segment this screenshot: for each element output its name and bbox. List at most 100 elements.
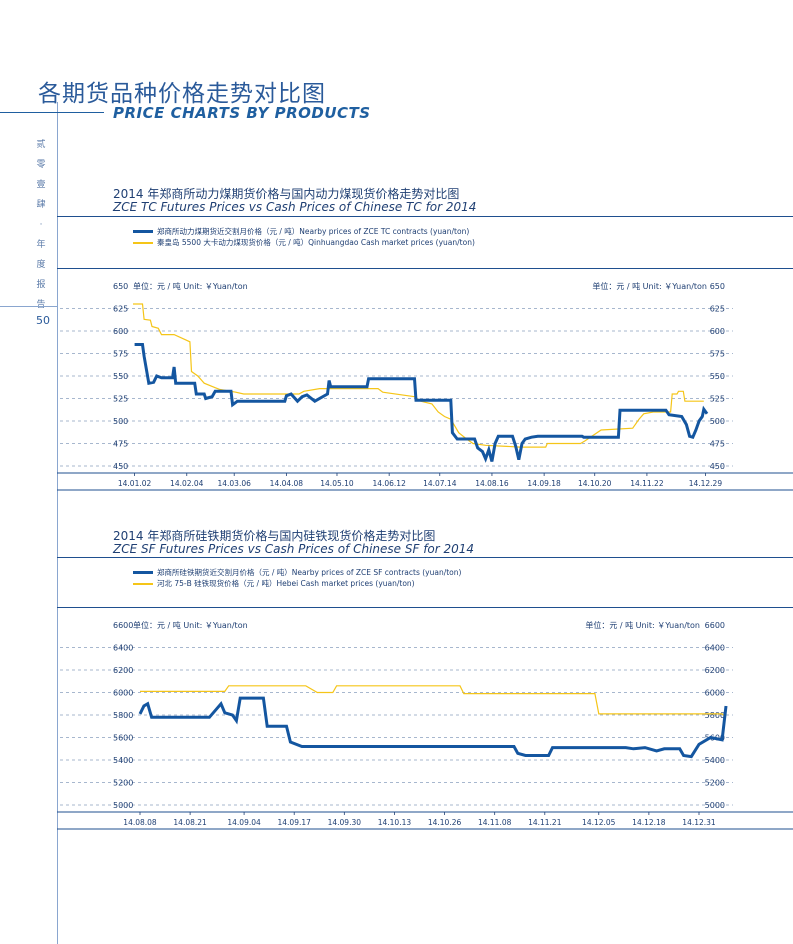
x-tick-label: 14.06.12 — [372, 479, 406, 488]
x-tick-label: 14.10.13 — [378, 818, 412, 827]
chart1-plot-rule-top — [57, 268, 793, 269]
series-futures-line — [134, 343, 709, 463]
y-tick-label-left: 475 — [113, 440, 128, 449]
y-tick-label-right: 625 — [710, 305, 725, 314]
unit-label-left: 单位：元 / 吨 Unit: ￥Yuan/ton — [133, 281, 248, 291]
y-tick-label-right: 500 — [710, 417, 725, 426]
series-cash-line — [133, 303, 704, 448]
legend-swatch-cash — [133, 583, 153, 585]
y-tick-label-right: 575 — [710, 350, 725, 359]
y-tick-label-right: 525 — [710, 395, 725, 404]
y-tick-label-right: 5200 — [705, 779, 725, 788]
chart1-legend: 郑商所动力煤期货近交割月价格（元 / 吨）Nearby prices of ZC… — [133, 226, 475, 248]
y-tick-label-right: 5800 — [705, 711, 725, 720]
x-tick-label: 14.10.26 — [428, 818, 462, 827]
y-tick-label-left: 6400 — [113, 644, 133, 653]
legend-label-futures: 郑商所硅铁期货近交割月价格（元 / 吨）Nearby prices of ZCE… — [157, 568, 462, 577]
chart2-title: 2014 年郑商所硅铁期货价格与国内硅铁现货价格走势对比图 ZCE SF Fut… — [113, 530, 474, 556]
x-tick-label: 14.05.10 — [320, 479, 354, 488]
x-tick-label: 14.02.04 — [170, 479, 204, 488]
chart1-top-rule — [57, 216, 793, 217]
y-tick-label-right: 6400 — [705, 644, 725, 653]
y-tick-label-left: 500 — [113, 417, 128, 426]
legend-swatch-cash — [133, 242, 153, 244]
x-tick-label: 14.03.06 — [217, 479, 251, 488]
chart1-plot: 450 450 475 475 500 500 525 525 550 550 575 575 600 6… — [57, 281, 793, 491]
y-tick-label-right: 6200 — [705, 666, 725, 675]
chart2-title-cn: 2014 年郑商所硅铁期货价格与国内硅铁现货价格走势对比图 — [113, 529, 436, 543]
y-tick-label-right: 450 — [710, 462, 725, 471]
y-tick-label-right: 5000 — [705, 801, 725, 810]
y-tick-label-left: 5600 — [113, 734, 133, 743]
y-tick-label-left: 625 — [113, 305, 128, 314]
y-tick-label-left: 5800 — [113, 711, 133, 720]
unit-label-right: 单位：元 / 吨 Unit: ￥Yuan/ton — [592, 281, 707, 291]
x-tick-label: 14.09.04 — [227, 818, 261, 827]
y-tick-label-right: 6000 — [705, 689, 725, 698]
x-tick-label: 14.04.08 — [270, 479, 304, 488]
chart2-plot-rule-top — [57, 607, 793, 608]
sidebar-char: · — [39, 220, 43, 230]
y-tick-label-right: 600 — [710, 327, 725, 336]
y-tick-label-left: 650 — [113, 282, 128, 291]
y-tick-label-left: 5200 — [113, 779, 133, 788]
x-tick-label: 14.10.20 — [578, 479, 612, 488]
x-tick-label: 14.09.30 — [328, 818, 362, 827]
header-rule — [0, 112, 104, 113]
x-tick-label: 14.08.08 — [123, 818, 157, 827]
sidebar-char: 肆 — [36, 200, 46, 210]
sidebar-char: 报 — [36, 280, 46, 290]
y-tick-label-left: 450 — [113, 462, 128, 471]
legend-label-cash: 秦皇岛 5500 大卡动力煤现货价格（元 / 吨）Qinhuangdao Cas… — [157, 238, 475, 247]
y-tick-label-right: 475 — [710, 440, 725, 449]
y-tick-label-left: 525 — [113, 395, 128, 404]
y-tick-label-left: 6600 — [113, 621, 133, 630]
y-tick-label-left: 600 — [113, 327, 128, 336]
legend-swatch-futures — [133, 230, 153, 233]
chart1-title: 2014 年郑商所动力煤期货价格与国内动力煤现货价格走势对比图 ZCE TC F… — [113, 188, 476, 214]
legend-item-futures: 郑商所动力煤期货近交割月价格（元 / 吨）Nearby prices of ZC… — [133, 226, 475, 237]
legend-item-futures: 郑商所硅铁期货近交割月价格（元 / 吨）Nearby prices of ZCE… — [133, 567, 461, 578]
sidebar-char: 贰 — [36, 140, 46, 150]
y-tick-label-left: 575 — [113, 350, 128, 359]
unit-label-right: 单位：元 / 吨 Unit: ￥Yuan/ton — [585, 620, 700, 630]
y-tick-label-left: 550 — [113, 372, 128, 381]
chart1-title-cn: 2014 年郑商所动力煤期货价格与国内动力煤现货价格走势对比图 — [113, 187, 460, 201]
sidebar-vertical-text: 贰 零 壹 肆 · 年 度 报 告 — [34, 135, 48, 315]
legend-label-futures: 郑商所动力煤期货近交割月价格（元 / 吨）Nearby prices of ZC… — [157, 227, 470, 236]
x-tick-label: 14.08.16 — [475, 479, 509, 488]
x-tick-label: 14.12.18 — [632, 818, 666, 827]
x-tick-label: 14.01.02 — [118, 479, 152, 488]
x-tick-label: 14.12.29 — [689, 479, 723, 488]
x-tick-label: 14.12.31 — [682, 818, 716, 827]
series-cash-line — [140, 685, 727, 718]
y-tick-label-left: 5000 — [113, 801, 133, 810]
x-tick-label: 14.11.08 — [478, 818, 512, 827]
series-futures-line — [138, 696, 728, 759]
chart1-title-en: ZCE TC Futures Prices vs Cash Prices of … — [113, 200, 477, 214]
page-number: 50 — [36, 314, 50, 327]
x-tick-label: 14.08.21 — [173, 818, 207, 827]
page-subtitle: PRICE CHARTS BY PRODUCTS — [113, 104, 371, 122]
sidebar-char: 壹 — [36, 180, 46, 190]
y-tick-label-left: 5400 — [113, 756, 133, 765]
x-tick-label: 14.09.18 — [527, 479, 561, 488]
y-tick-label-left: 6200 — [113, 666, 133, 675]
legend-swatch-futures — [133, 571, 153, 574]
y-tick-label-right: 550 — [710, 372, 725, 381]
sidebar-char: 度 — [36, 260, 46, 270]
sidebar-char: 年 — [36, 240, 46, 250]
chart2-top-rule — [57, 557, 793, 558]
unit-label-left: 单位：元 / 吨 Unit: ￥Yuan/ton — [133, 620, 248, 630]
legend-label-cash: 河北 75-B 硅铁现货价格（元 / 吨）Hebei Cash market p… — [157, 579, 415, 588]
x-tick-label: 14.07.14 — [423, 479, 457, 488]
y-tick-label-right: 6600 — [705, 621, 725, 630]
page-number-rule — [0, 306, 57, 307]
chart2-legend: 郑商所硅铁期货近交割月价格（元 / 吨）Nearby prices of ZCE… — [133, 567, 461, 589]
legend-item-cash: 河北 75-B 硅铁现货价格（元 / 吨）Hebei Cash market p… — [133, 578, 461, 589]
x-tick-label: 14.11.22 — [630, 479, 664, 488]
legend-item-cash: 秦皇岛 5500 大卡动力煤现货价格（元 / 吨）Qinhuangdao Cas… — [133, 237, 475, 248]
x-tick-label: 14.12.05 — [582, 818, 616, 827]
sidebar-char: 告 — [36, 300, 46, 310]
